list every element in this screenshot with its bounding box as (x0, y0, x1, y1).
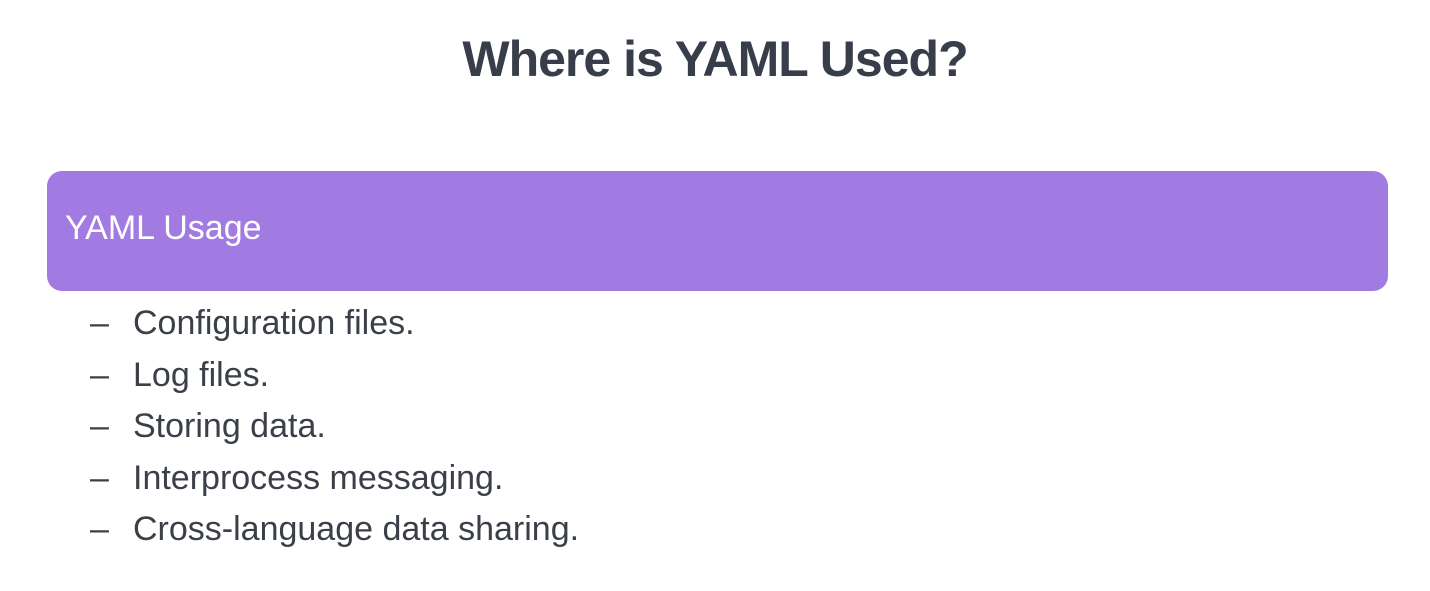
list-item-text: Storing data. (133, 407, 326, 445)
list-item: – Interprocess messaging. (90, 459, 579, 511)
list-item: – Cross-language data sharing. (90, 510, 579, 562)
dash-icon: – (90, 304, 109, 342)
list-item-text: Configuration files. (133, 304, 415, 342)
dash-icon: – (90, 510, 109, 548)
slide-title: Where is YAML Used? (462, 31, 968, 87)
list-item-text: Interprocess messaging. (133, 458, 504, 497)
dash-icon: – (90, 458, 109, 497)
bullet-list: – Configuration files. – Log files. – St… (90, 304, 579, 562)
list-item: – Storing data. (90, 407, 579, 459)
dash-icon: – (90, 355, 109, 394)
list-item-text: Log files. (133, 355, 270, 394)
list-item: – Configuration files. (90, 304, 579, 356)
section-banner-label: YAML Usage (65, 208, 262, 247)
list-item: – Log files. (90, 356, 579, 408)
list-item-text: Cross-language data sharing. (133, 510, 580, 548)
dash-icon: – (90, 407, 109, 445)
section-banner: YAML Usage (47, 171, 1388, 291)
